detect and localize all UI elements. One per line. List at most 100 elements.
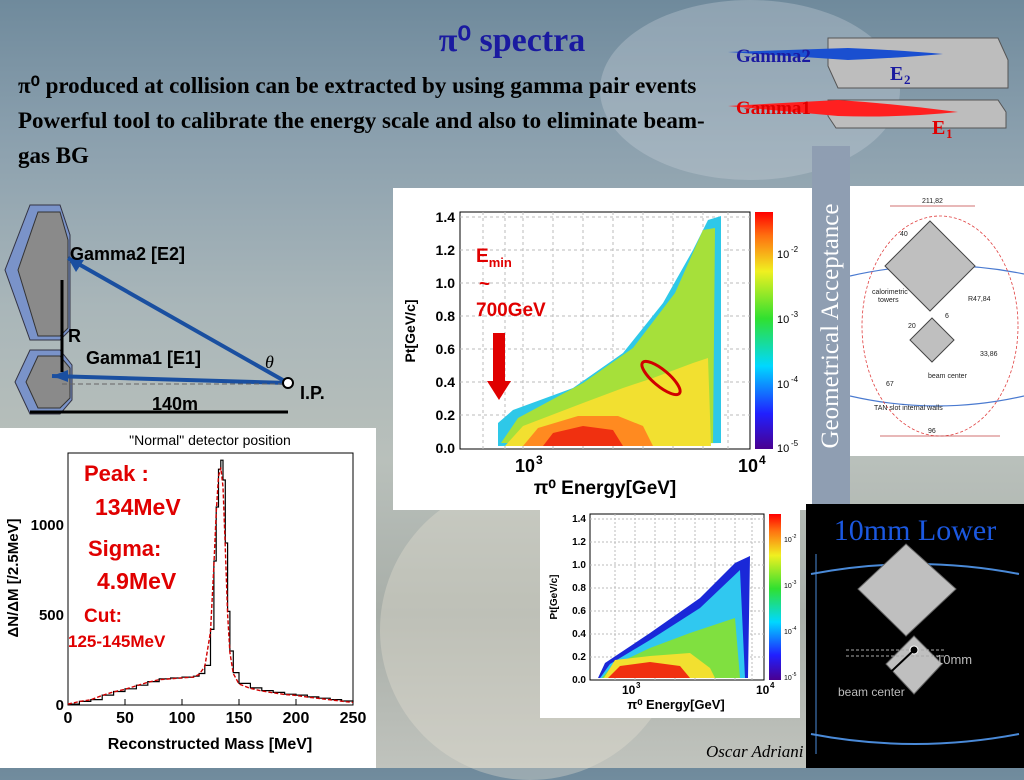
arrowhead-gamma1 [52, 370, 68, 382]
mass-xlabel: Reconstructed Mass [MeV] [108, 736, 313, 753]
svg-text:1.2: 1.2 [572, 537, 586, 548]
small-yticks: 0.0 0.2 0.4 0.6 0.8 1.0 1.2 1.4 [572, 514, 586, 686]
main-spectrum-plot: 0.0 0.2 0.4 0.6 0.8 1.0 1.2 1.4 Pt[GeV/c… [402, 209, 799, 499]
small-heat-red [608, 662, 690, 678]
gamma2-label: Gamma2 [736, 46, 811, 67]
small-xtick-exp4: 4 [770, 681, 775, 690]
svg-text:10: 10 [784, 583, 792, 590]
cut-value: 125-145MeV [68, 632, 166, 651]
main-spectrum-panel: 0.0 0.2 0.4 0.6 0.8 1.0 1.2 1.4 Pt[GeV/c… [393, 188, 812, 510]
svg-text:1.4: 1.4 [436, 209, 456, 225]
cut-label: Cut: [84, 606, 122, 627]
small-xtick-exp3: 3 [636, 681, 641, 690]
small-tower-diamond [909, 317, 955, 363]
main-heat-red [543, 426, 623, 446]
gamma1-e1-label: Gamma1 [E1] [86, 348, 201, 368]
emin-arrow-head [487, 381, 511, 400]
slide-title: π⁰ spectra [0, 20, 1024, 60]
geometrical-acceptance-title: Geometrical Acceptance [817, 203, 844, 449]
lower-dim-label: 10mm [936, 652, 972, 667]
gamma1-ray [51, 374, 289, 385]
background-blob [600, 0, 900, 180]
svg-text:0.2: 0.2 [572, 652, 586, 663]
small-spectrum-panel: 0.0 0.2 0.4 0.6 0.8 1.0 1.2 1.4 Pt[GeV/c… [540, 508, 800, 718]
acceptance-circle [861, 215, 1019, 437]
mass-plot: "Normal" detector position 0 50 100 150 200 2… [5, 432, 367, 753]
main-ylabel: Pt[GeV/c] [402, 299, 418, 362]
mass-ytick-label: 500 [39, 607, 64, 624]
r-label: R [68, 326, 81, 346]
small-spectrum-plot: 0.0 0.2 0.4 0.6 0.8 1.0 1.2 1.4 Pt[GeV/c… [549, 513, 797, 712]
small-colorbar [769, 514, 781, 680]
svg-text:1.0: 1.0 [572, 560, 586, 571]
svg-text:10: 10 [784, 537, 792, 544]
towers-label: towers [878, 297, 899, 304]
lower-title: 10mm Lower [833, 514, 997, 547]
svg-text:0.4: 0.4 [436, 374, 456, 390]
dim-r47: R47,84 [968, 296, 991, 303]
mass-xtick-label: 250 [340, 710, 367, 727]
dim-67: 67 [886, 381, 894, 388]
beam-center-label: beam center [928, 373, 968, 380]
lower-large-diamond [857, 543, 957, 637]
svg-text:1.0: 1.0 [436, 275, 456, 291]
svg-text:1.4: 1.4 [572, 514, 586, 525]
calorimetric-label: calorimetric [872, 289, 908, 296]
emin-label: Emin [476, 246, 512, 270]
small-xtick-1e3: 10 [622, 683, 636, 697]
mass-xtick-label: 100 [169, 710, 196, 727]
dim-6: 6 [945, 313, 949, 320]
arrowhead-gamma2 [68, 258, 84, 272]
sigma-label: Sigma: [88, 536, 162, 561]
dim-20: 20 [908, 323, 916, 330]
dim-33: 33,86 [980, 351, 998, 358]
bullet-1: π⁰ produced at collision can be extracte… [18, 73, 697, 98]
svg-text:0.0: 0.0 [436, 440, 456, 456]
mass-plot-panel: "Normal" detector position 0 50 100 150 200 2… [0, 428, 376, 768]
dim-96: 96 [928, 428, 936, 435]
svg-text:-2: -2 [792, 534, 797, 540]
dim-211: 211,82 [922, 198, 943, 205]
svg-text:10: 10 [777, 379, 789, 391]
acceptance-arc-bottom [849, 395, 1024, 407]
svg-text:0.2: 0.2 [436, 407, 456, 423]
distance-label: 140m [152, 394, 198, 414]
peak-label: Peak : [84, 461, 149, 486]
lower-beam-pointer [875, 649, 915, 687]
mass-xtick-label: 0 [64, 710, 73, 727]
pi0-ellipse [640, 359, 682, 397]
emin-tilde: ~ [479, 274, 491, 295]
mass-fit-curve [67, 467, 354, 705]
calo-tower-large [827, 37, 1009, 89]
svg-text:10: 10 [784, 675, 792, 682]
main-xlabel: π⁰ Energy[GeV] [534, 478, 677, 499]
mass-xtick-label: 200 [283, 710, 310, 727]
svg-text:1.2: 1.2 [436, 242, 456, 258]
mass-ytick-label: 1000 [31, 517, 64, 534]
small-xlabel: π⁰ Energy[GeV] [627, 697, 725, 712]
e2-subscript: 2 [904, 72, 911, 87]
geometry-diagram: Gamma2 [E2] Gamma1 [E1] R θ I.P. 140m [4, 204, 325, 415]
gamma2-ray [67, 256, 289, 385]
calorimeter-sketch: Gamma2 Gamma1 E 2 E 1 [728, 37, 1009, 141]
e2-label: E [890, 63, 903, 85]
svg-text:10: 10 [777, 314, 789, 326]
e1-subscript: 1 [946, 126, 953, 141]
geometrical-acceptance-banner: Geometrical Acceptance [812, 146, 850, 506]
mass-xtick-label: 150 [226, 710, 253, 727]
main-colorbar [755, 212, 773, 449]
svg-text:10: 10 [777, 249, 789, 261]
gamma1-label: Gamma1 [736, 98, 811, 119]
peak-value: 134MeV [95, 494, 181, 520]
emin-main: E [476, 246, 489, 267]
svg-text:-3: -3 [791, 310, 799, 319]
mass-ylabel: ΔN/ΔM [/2.5MeV] [5, 518, 22, 637]
small-xtick-1e4: 10 [756, 683, 770, 697]
shower-gamma2 [728, 48, 943, 60]
mass-plot-frame [67, 452, 354, 706]
ip-marker [282, 377, 294, 389]
svg-text:0.4: 0.4 [572, 629, 586, 640]
theta-label: θ [265, 352, 274, 372]
main-zticks: 10 -2 10 -3 10 -4 10 -5 [777, 245, 799, 455]
shower-gamma1 [728, 100, 958, 117]
